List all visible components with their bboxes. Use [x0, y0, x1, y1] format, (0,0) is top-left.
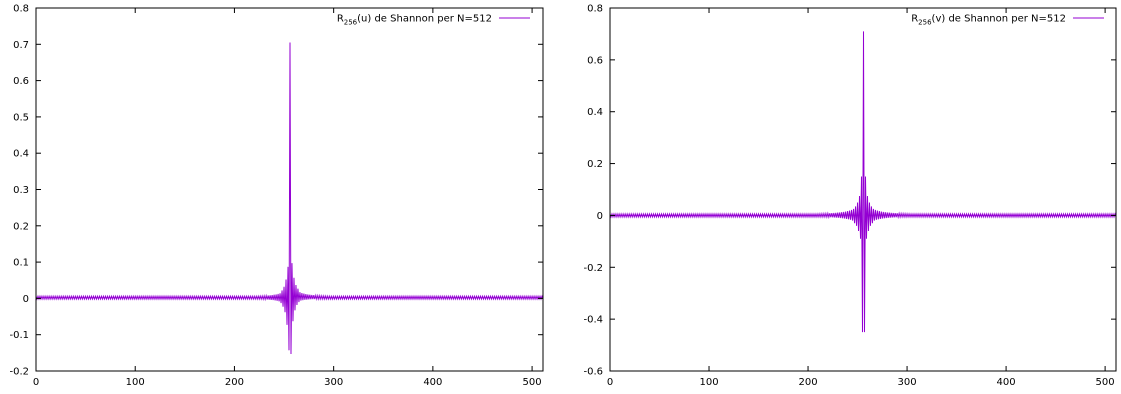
chart-left: 0 100 200 300 400 500 -0.2 -0.1 0 0.1 0.2 0.3 0.4 0.5…: [9, 4, 544, 388]
x-tick-label: 200: [798, 377, 817, 388]
y-tick-label: -0.6: [583, 367, 603, 378]
legend-label: R256(v) de Shannon per N=512: [911, 14, 1066, 27]
x-tick-label: 400: [423, 377, 442, 388]
y-tick-label: 0.2: [13, 221, 29, 232]
y-tick-label: 0.1: [13, 258, 29, 269]
y-tick-label: 0.7: [13, 40, 29, 51]
y-tick-label: 0.6: [13, 76, 29, 87]
y-tick-label: 0.8: [587, 4, 603, 15]
y-tick-label: 0.6: [587, 55, 603, 66]
y-tick-label: -0.2: [583, 263, 603, 274]
x-tick-label: 0: [607, 377, 613, 388]
x-tick-label: 0: [33, 377, 39, 388]
x-tick-label: 100: [126, 377, 145, 388]
x-tick-label: 500: [523, 377, 542, 388]
x-tick-label: 500: [1096, 377, 1115, 388]
y-tick-label: 0.3: [13, 185, 29, 196]
y-tick-label: -0.4: [583, 315, 603, 326]
chart-right: 0 100 200 300 400 500 -0.6 -0.4 -0.2 0 0.2 0.4 0.6 0.…: [583, 4, 1117, 388]
y-tick-label: 0.5: [13, 112, 29, 123]
plot-frame: [609, 7, 1117, 372]
y-tick-label: 0.2: [587, 159, 603, 170]
x-tick-label: 300: [324, 377, 343, 388]
legend-label: R256(u) de Shannon per N=512: [337, 14, 492, 27]
y-tick-label: 0: [23, 294, 29, 305]
x-tick-label: 400: [997, 377, 1016, 388]
legend: R256(v) de Shannon per N=512: [911, 14, 1104, 27]
y-tick-label: 0.8: [13, 4, 29, 15]
x-tick-label: 200: [225, 377, 244, 388]
x-tick-label: 100: [699, 377, 718, 388]
y-tick-label: -0.1: [9, 330, 29, 341]
y-tick-label: 0: [597, 211, 603, 222]
series-line-0-0: [35, 42, 544, 354]
legend: R256(u) de Shannon per N=512: [337, 14, 530, 27]
x-tick-label: 300: [898, 377, 917, 388]
y-tick-label: 0.4: [587, 107, 603, 118]
y-tick-label: -0.2: [9, 367, 29, 378]
series-line-1-0: [609, 31, 1117, 333]
y-tick-label: 0.4: [13, 149, 29, 160]
